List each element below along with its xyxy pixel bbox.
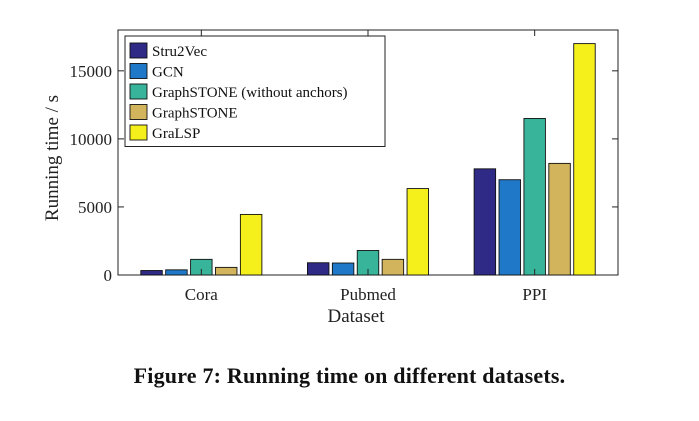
- legend-swatch-2: [129, 83, 148, 100]
- bar-pubmed-4: [406, 188, 429, 276]
- bar-chart: 0 5000 10000 15000 Cora Pubmed PPI Stru2Vec GCN…: [42, 29, 619, 327]
- y-axis-label: Running time / s: [42, 95, 63, 221]
- ticks-group: 0 5000 10000 15000 Cora Pubmed PPI: [70, 30, 618, 304]
- x-tick-label: PPI: [522, 285, 547, 304]
- y-tick-label: 15000: [70, 62, 113, 81]
- legend-swatch-4: [129, 124, 148, 141]
- bar-ppi-3: [548, 162, 571, 276]
- legend-label-4: GraLSP: [152, 126, 200, 142]
- bar-ppi-1: [498, 179, 521, 276]
- legend-box: [124, 35, 386, 147]
- bar-pubmed-3: [381, 258, 405, 276]
- legend: Stru2Vec GCN GraphSTONE (without anchors) G…: [124, 35, 386, 147]
- bar-cora-0: [140, 270, 163, 276]
- x-axis-label: Dataset: [328, 306, 386, 327]
- legend-label-0: Stru2Vec: [152, 44, 207, 60]
- y-tick-label: 5000: [78, 198, 112, 217]
- legend-swatch-0: [129, 42, 148, 59]
- bar-ppi-0: [473, 168, 497, 276]
- legend-label-3: GraphSTONE: [152, 106, 238, 122]
- bar-ppi-4: [573, 43, 596, 276]
- legend-swatch-1: [129, 63, 148, 79]
- y-tick-label: 0: [104, 266, 113, 285]
- bar-cora-4: [239, 213, 263, 276]
- legend-swatch-3: [129, 104, 148, 120]
- bar-pubmed-0: [307, 262, 330, 276]
- bar-cora-1: [165, 269, 188, 276]
- bar-pubmed-1: [331, 262, 355, 276]
- figure-caption: Figure 7: Running time on different data…: [133, 363, 566, 388]
- x-tick-label: Pubmed: [340, 285, 396, 304]
- bars-group: [140, 43, 596, 276]
- bar-cora-3: [215, 266, 238, 276]
- legend-label-1: GCN: [152, 65, 184, 81]
- bar-ppi-2: [523, 118, 546, 276]
- x-tick-label: Cora: [185, 285, 219, 304]
- legend-label-2: GraphSTONE (without anchors): [152, 85, 348, 101]
- y-tick-label: 10000: [70, 130, 113, 149]
